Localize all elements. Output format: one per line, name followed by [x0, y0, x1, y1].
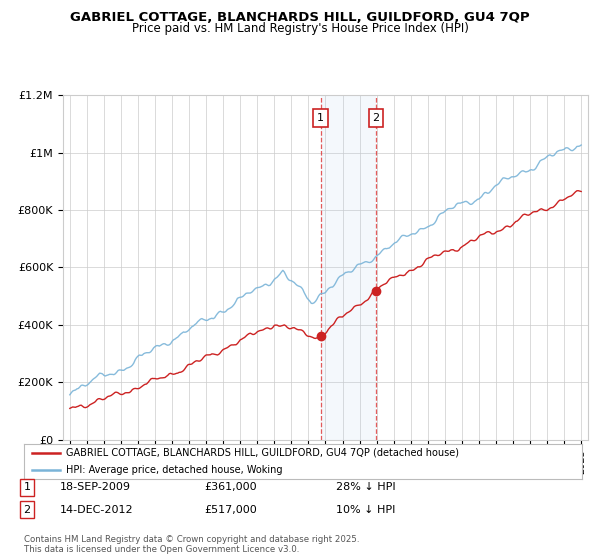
Text: Price paid vs. HM Land Registry's House Price Index (HPI): Price paid vs. HM Land Registry's House …: [131, 22, 469, 35]
Text: 28% ↓ HPI: 28% ↓ HPI: [336, 482, 395, 492]
Text: 1: 1: [23, 482, 31, 492]
Text: GABRIEL COTTAGE, BLANCHARDS HILL, GUILDFORD, GU4 7QP (detached house): GABRIEL COTTAGE, BLANCHARDS HILL, GUILDF…: [66, 448, 459, 458]
Text: HPI: Average price, detached house, Woking: HPI: Average price, detached house, Woki…: [66, 465, 283, 475]
Bar: [321, 95, 376, 440]
Text: Contains HM Land Registry data © Crown copyright and database right 2025.
This d: Contains HM Land Registry data © Crown c…: [24, 535, 359, 554]
Text: GABRIEL COTTAGE, BLANCHARDS HILL, GUILDFORD, GU4 7QP: GABRIEL COTTAGE, BLANCHARDS HILL, GUILDF…: [70, 11, 530, 24]
Text: 2: 2: [373, 113, 380, 123]
Text: 14-DEC-2012: 14-DEC-2012: [60, 505, 134, 515]
Text: 2: 2: [23, 505, 31, 515]
Text: £517,000: £517,000: [204, 505, 257, 515]
Text: £361,000: £361,000: [204, 482, 257, 492]
Text: 10% ↓ HPI: 10% ↓ HPI: [336, 505, 395, 515]
Text: 1: 1: [317, 113, 324, 123]
Text: 18-SEP-2009: 18-SEP-2009: [60, 482, 131, 492]
